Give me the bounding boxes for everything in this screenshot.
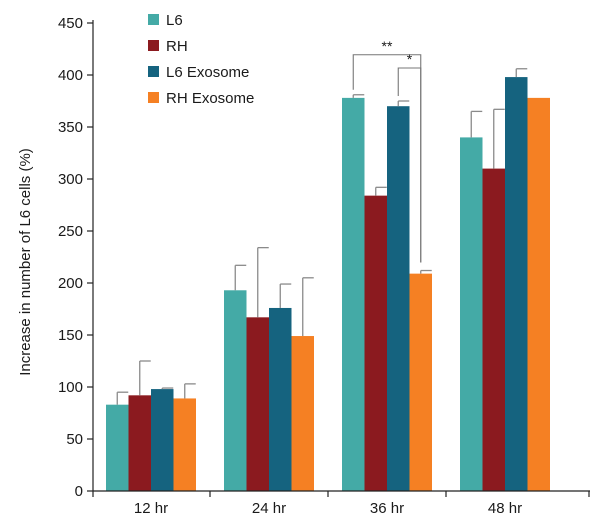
error-bars <box>116 68 528 405</box>
bars <box>106 77 550 491</box>
y-tick-label-400: 400 <box>58 67 83 84</box>
legend: L6 RH L6 Exosome RH Exosome <box>148 12 254 107</box>
significance-bracket-2 <box>397 67 422 263</box>
legend-label-l6: L6 <box>166 12 183 29</box>
significance-label-2: * <box>407 51 413 67</box>
bar-l6-exosome-36-hr <box>387 106 410 491</box>
legend-label-l6-exosome: L6 Exosome <box>166 64 249 81</box>
axes: 0 50 100 150 200 250 300 350 400 450 12 hr 24 hr 36 … <box>58 15 590 517</box>
y-tick-label-450: 450 <box>58 15 83 32</box>
legend-label-rh-exosome: RH Exosome <box>166 90 254 107</box>
legend-swatch-rh <box>148 40 159 51</box>
y-axis-title: Increase in number of L6 cells (%) <box>17 148 34 376</box>
bar-rh-exosome-12-hr <box>173 398 196 491</box>
bar-l6-24-hr <box>224 290 247 491</box>
y-tick-label-150: 150 <box>58 327 83 344</box>
bar-l6-exosome-12-hr <box>151 389 174 491</box>
legend-swatch-rh-exosome <box>148 92 159 103</box>
bar-l6-12-hr <box>106 404 129 491</box>
legend-swatch-l6 <box>148 14 159 25</box>
bar-l6-exosome-48-hr <box>505 77 528 491</box>
x-tick-label-24-hr: 24 hr <box>252 500 286 517</box>
bar-rh-exosome-24-hr <box>291 336 314 491</box>
x-tick-label-48-hr: 48 hr <box>488 500 522 517</box>
bar-rh-exosome-48-hr <box>527 97 550 491</box>
significance-label-1: ** <box>382 38 393 54</box>
x-tick-label-12-hr: 12 hr <box>134 500 168 517</box>
legend-label-rh: RH <box>166 38 188 55</box>
y-tick-label-50: 50 <box>66 431 83 448</box>
bar-l6-48-hr <box>460 137 483 491</box>
bar-l6-exosome-24-hr <box>269 307 292 491</box>
bar-rh-24-hr <box>246 317 269 491</box>
y-tick-label-350: 350 <box>58 119 83 136</box>
bar-rh-12-hr <box>128 395 151 491</box>
legend-swatch-l6-exosome <box>148 66 159 77</box>
y-tick-label-250: 250 <box>58 223 83 240</box>
bar-l6-36-hr <box>342 97 365 491</box>
bar-rh-48-hr <box>482 168 505 491</box>
y-tick-label-0: 0 <box>75 483 83 500</box>
y-tick-label-300: 300 <box>58 171 83 188</box>
significance-brackets: *** <box>352 38 422 263</box>
bar-rh-36-hr <box>364 195 387 491</box>
y-tick-label-200: 200 <box>58 275 83 292</box>
bar-rh-exosome-36-hr <box>409 273 432 491</box>
x-tick-label-36-hr: 36 hr <box>370 500 404 517</box>
y-tick-label-100: 100 <box>58 379 83 396</box>
